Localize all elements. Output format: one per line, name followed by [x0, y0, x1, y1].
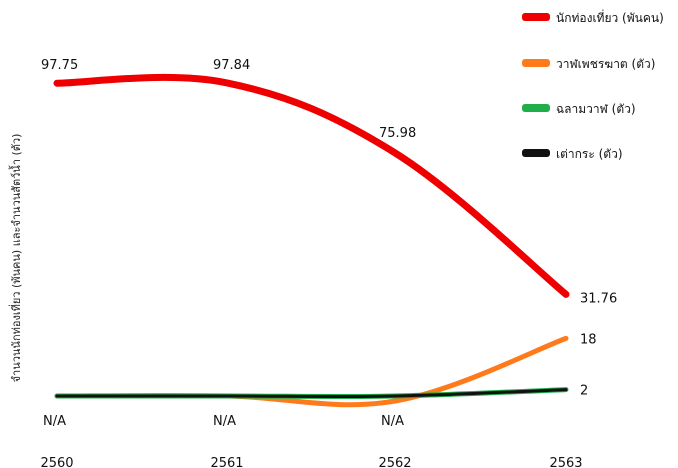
data-label-red-1: 97.84	[213, 58, 250, 73]
data-label-orange-0: N/A	[43, 414, 66, 429]
x-tick-label-2: 2562	[378, 456, 411, 468]
legend-item-2: ฉลามวาฬ (ตัว)	[522, 102, 636, 116]
data-label-red-0: 97.75	[41, 58, 78, 73]
legend-swatch-0	[522, 13, 550, 21]
legend-swatch-2	[522, 104, 550, 112]
x-axis-ticks: 2560 2561 2562 2563	[40, 456, 582, 468]
x-tick-label-0: 2560	[40, 456, 73, 468]
legend-label-1: วาฬเพชรฆาต (ตัว)	[556, 57, 655, 71]
legend-item-3: เต่ากระ (ตัว)	[522, 147, 623, 161]
legend-item-0: นักท่องเที่ยว (พันคน)	[522, 9, 664, 25]
series-lines	[53, 73, 570, 408]
data-label-red-3: 31.76	[580, 291, 617, 306]
data-labels: 97.75 97.84 75.98 31.76 N/A N/A N/A 18 2	[41, 58, 617, 429]
legend-item-1: วาฬเพชรฆาต (ตัว)	[522, 57, 655, 71]
y-axis-label: จำนวนนักท่องเที่ยว (พันคน) และจำนวนสัตว์…	[8, 134, 23, 383]
data-label-red-2: 75.98	[379, 126, 416, 141]
x-tick-label-3: 2563	[549, 456, 582, 468]
legend: นักท่องเที่ยว (พันคน) วาฬเพชรฆาต (ตัว) ฉลา…	[522, 9, 664, 161]
legend-swatch-3	[522, 149, 550, 157]
series-line-3	[55, 388, 568, 399]
legend-label-0: นักท่องเที่ยว (พันคน)	[556, 9, 664, 25]
data-label-orange-3: 18	[580, 332, 597, 347]
x-tick-label-1: 2561	[210, 456, 243, 468]
legend-label-2: ฉลามวาฬ (ตัว)	[556, 102, 636, 116]
data-label-black-0: 2	[580, 384, 588, 399]
legend-swatch-1	[522, 59, 550, 67]
series-line-0	[53, 73, 570, 298]
data-label-orange-2: N/A	[381, 414, 404, 429]
legend-label-3: เต่ากระ (ตัว)	[556, 147, 623, 161]
data-label-orange-1: N/A	[213, 414, 236, 429]
